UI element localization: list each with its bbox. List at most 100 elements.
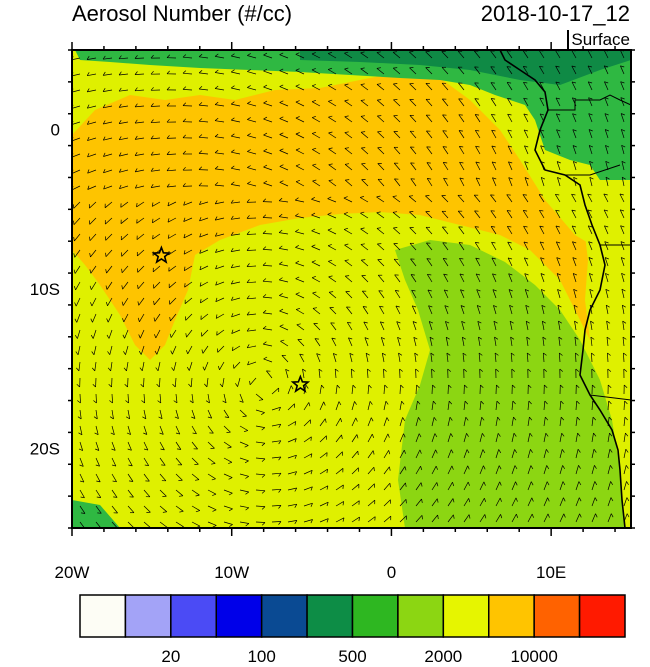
wind-barb-flag — [214, 117, 219, 121]
wind-barb — [492, 177, 497, 187]
wind-barb-flag — [308, 402, 311, 407]
wind-barb — [399, 482, 406, 491]
wind-barb — [295, 199, 305, 203]
wind-barb-flag — [278, 229, 283, 233]
wind-barb — [523, 241, 529, 251]
wind-barb-flag — [191, 416, 196, 419]
wind-barb — [591, 352, 593, 363]
wind-barb-flag — [460, 305, 465, 308]
wind-barb — [266, 370, 273, 379]
wind-barb-flag — [461, 320, 466, 324]
wind-barb-flag — [141, 400, 145, 404]
wind-barb-flag — [199, 217, 202, 222]
wind-barb — [399, 401, 402, 411]
wind-barb — [135, 121, 145, 124]
wind-barb — [574, 337, 577, 347]
wind-barb — [263, 102, 273, 107]
wind-barb — [495, 465, 500, 475]
wind-barb — [559, 513, 565, 523]
wind-barb — [349, 353, 353, 363]
wind-barb-flag — [249, 380, 251, 385]
wind-barb — [74, 249, 81, 258]
wind-barb-flag — [444, 289, 449, 292]
wind-barb — [279, 54, 289, 59]
wind-barb-flag — [202, 366, 205, 371]
wind-barb-flag — [458, 242, 463, 244]
wind-barb — [295, 231, 305, 235]
wind-barb-flag — [166, 118, 170, 123]
wind-barb-flag — [571, 209, 576, 212]
wind-barb-flag — [150, 103, 154, 107]
wind-barb — [411, 305, 417, 315]
wind-barb-flag — [345, 179, 350, 181]
wind-barb — [138, 297, 145, 306]
wind-barb — [183, 201, 193, 206]
wind-barb — [279, 248, 289, 251]
wind-barb — [223, 441, 232, 448]
wind-barb — [95, 457, 100, 467]
wind-barb — [603, 50, 609, 59]
wind-barb — [559, 433, 563, 443]
x-tick-label: 10E — [536, 563, 566, 582]
wind-barb — [555, 65, 561, 75]
wind-barb — [246, 233, 257, 235]
wind-barb-flag — [246, 327, 250, 332]
wind-barb — [425, 51, 433, 59]
wind-barb — [442, 130, 449, 139]
wind-barb — [198, 136, 209, 139]
wind-barb-flag — [555, 97, 560, 100]
wind-barb-flag — [105, 269, 107, 274]
wind-barb-flag — [507, 225, 512, 228]
wind-barb — [255, 441, 265, 444]
wind-barb-flag — [91, 367, 96, 372]
wind-barb-flag — [198, 86, 203, 90]
africa-land-dark — [300, 50, 631, 85]
wind-barb — [623, 513, 628, 523]
wind-barb — [287, 503, 297, 507]
wind-barb — [93, 345, 97, 355]
wind-barb — [377, 179, 385, 187]
wind-barb — [297, 339, 305, 347]
wind-barb — [311, 230, 321, 235]
wind-barb-flag — [176, 448, 181, 450]
wind-barb — [623, 497, 628, 507]
wind-barb-flag — [490, 82, 495, 84]
wind-barb-flag — [443, 177, 448, 180]
wind-barb — [367, 516, 376, 523]
wind-barb-flag — [445, 321, 450, 324]
wind-barb-flag — [172, 383, 176, 388]
wind-barb-flag — [179, 510, 184, 513]
wind-barb-flag — [109, 416, 114, 420]
wind-barb — [137, 265, 145, 273]
wind-barb — [279, 263, 289, 267]
wind-barb-flag — [620, 65, 625, 68]
wind-barb — [207, 521, 217, 526]
wind-barb — [263, 150, 273, 155]
wind-barb-flag — [228, 477, 233, 480]
wind-barb-flag — [431, 368, 435, 372]
wind-barb-flag — [576, 384, 580, 389]
wind-barb — [445, 321, 449, 331]
wind-barb — [255, 425, 265, 428]
wind-barb — [415, 384, 417, 395]
wind-barb — [343, 213, 353, 219]
wind-barb — [95, 409, 98, 419]
wind-barb — [124, 329, 129, 339]
wind-barb — [175, 521, 184, 528]
colorbar-label: 100 — [247, 647, 276, 666]
wind-barb-flag — [295, 68, 300, 71]
wind-barb-flag — [156, 383, 160, 388]
wind-barb — [107, 313, 113, 323]
wind-barb-flag — [430, 352, 435, 356]
wind-barb — [231, 281, 241, 285]
wind-barb-flag — [245, 491, 250, 495]
wind-barb — [262, 233, 273, 235]
wind-barb-flag — [606, 320, 611, 324]
wind-barb — [231, 249, 241, 252]
wind-barb — [458, 130, 465, 139]
wind-barb — [571, 50, 577, 59]
x-tick-label: 10W — [214, 563, 249, 582]
wind-barb-flag — [231, 329, 234, 334]
wind-barb-flag — [328, 147, 333, 150]
wind-barb — [587, 193, 593, 203]
